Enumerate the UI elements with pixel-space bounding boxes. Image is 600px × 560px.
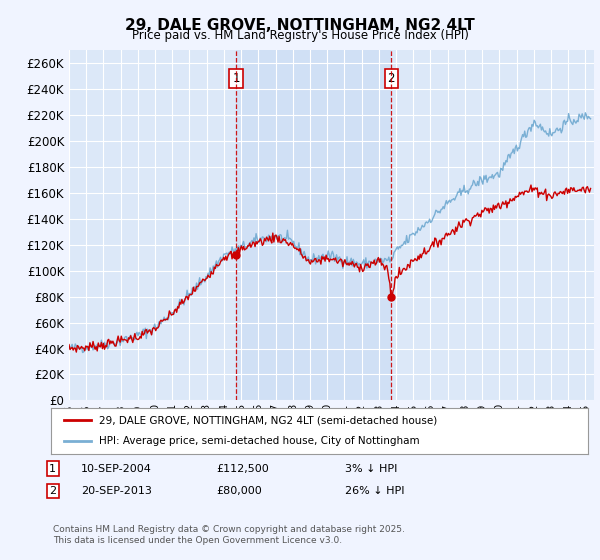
Bar bbox=[236, 50, 391, 400]
Text: 1: 1 bbox=[49, 464, 56, 474]
Text: HPI: Average price, semi-detached house, City of Nottingham: HPI: Average price, semi-detached house,… bbox=[100, 436, 420, 446]
Text: 10-SEP-2004: 10-SEP-2004 bbox=[81, 464, 152, 474]
Text: £80,000: £80,000 bbox=[216, 486, 262, 496]
Text: 29, DALE GROVE, NOTTINGHAM, NG2 4LT: 29, DALE GROVE, NOTTINGHAM, NG2 4LT bbox=[125, 18, 475, 33]
Text: 2: 2 bbox=[388, 72, 395, 86]
Text: Price paid vs. HM Land Registry's House Price Index (HPI): Price paid vs. HM Land Registry's House … bbox=[131, 29, 469, 42]
Text: £112,500: £112,500 bbox=[216, 464, 269, 474]
Text: 29, DALE GROVE, NOTTINGHAM, NG2 4LT (semi-detached house): 29, DALE GROVE, NOTTINGHAM, NG2 4LT (sem… bbox=[100, 415, 437, 425]
Text: Contains HM Land Registry data © Crown copyright and database right 2025.
This d: Contains HM Land Registry data © Crown c… bbox=[53, 525, 404, 545]
Text: 1: 1 bbox=[232, 72, 240, 86]
Text: 20-SEP-2013: 20-SEP-2013 bbox=[81, 486, 152, 496]
Text: 3% ↓ HPI: 3% ↓ HPI bbox=[345, 464, 397, 474]
Text: 2: 2 bbox=[49, 486, 56, 496]
Text: 26% ↓ HPI: 26% ↓ HPI bbox=[345, 486, 404, 496]
